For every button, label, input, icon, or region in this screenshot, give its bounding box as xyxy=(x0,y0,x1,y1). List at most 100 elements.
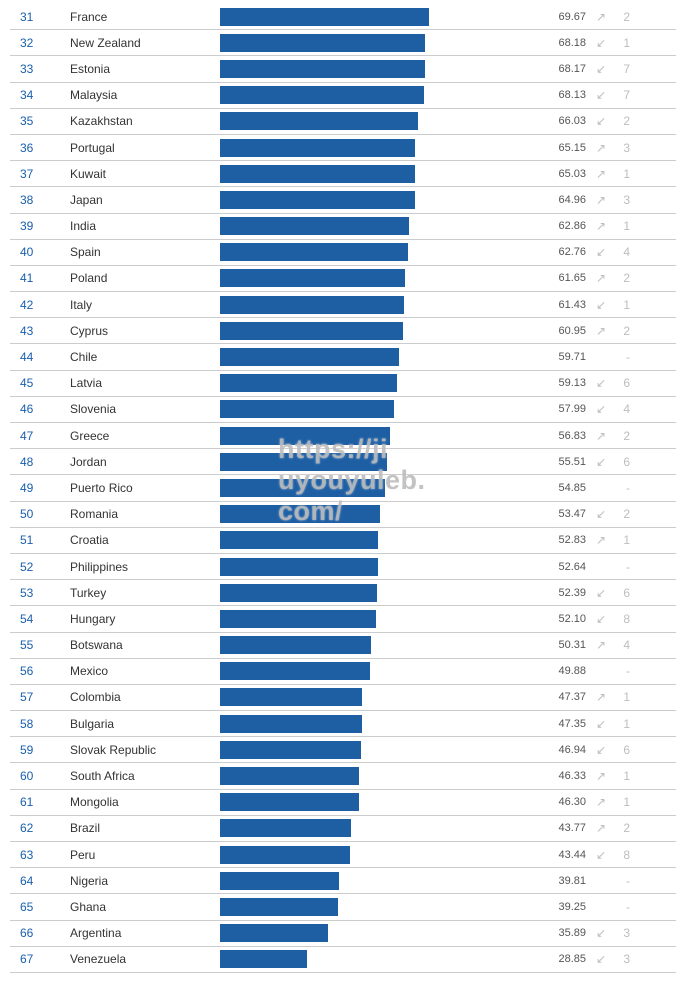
bar-cell xyxy=(220,662,462,680)
change-cell: 2 xyxy=(610,507,636,521)
rank-cell: 63 xyxy=(10,848,70,862)
score-cell: 62.86 xyxy=(462,220,592,232)
bar xyxy=(220,348,399,366)
country-cell: Bulgaria xyxy=(70,717,220,731)
bar xyxy=(220,610,376,628)
country-cell: Mexico xyxy=(70,664,220,678)
bar xyxy=(220,400,394,418)
score-cell: 52.10 xyxy=(462,613,592,625)
bar xyxy=(220,427,390,445)
bar-cell xyxy=(220,793,462,811)
country-cell: Latvia xyxy=(70,376,220,390)
arrow-down-icon: ↙ xyxy=(592,245,610,259)
arrow-up-icon: ↗ xyxy=(592,193,610,207)
country-cell: Turkey xyxy=(70,586,220,600)
bar xyxy=(220,217,409,235)
arrow-down-icon: ↙ xyxy=(592,36,610,50)
score-cell: 54.85 xyxy=(462,482,592,494)
arrow-up-icon: ↗ xyxy=(592,219,610,233)
country-cell: Estonia xyxy=(70,62,220,76)
change-cell: 4 xyxy=(610,638,636,652)
table-row: 63Peru43.44↙8 xyxy=(10,842,676,868)
score-cell: 59.71 xyxy=(462,351,592,363)
bar xyxy=(220,191,415,209)
rank-cell: 39 xyxy=(10,219,70,233)
change-cell: 1 xyxy=(610,690,636,704)
arrow-down-icon: ↙ xyxy=(592,612,610,626)
bar-cell xyxy=(220,217,462,235)
bar xyxy=(220,636,371,654)
country-cell: Brazil xyxy=(70,821,220,835)
score-cell: 56.83 xyxy=(462,430,592,442)
change-cell: 1 xyxy=(610,219,636,233)
rank-cell: 50 xyxy=(10,507,70,521)
country-cell: Venezuela xyxy=(70,952,220,966)
rank-cell: 65 xyxy=(10,900,70,914)
rank-cell: 64 xyxy=(10,874,70,888)
arrow-up-icon: ↗ xyxy=(592,533,610,547)
bar xyxy=(220,34,425,52)
bar xyxy=(220,741,361,759)
arrow-up-icon: ↗ xyxy=(592,167,610,181)
rank-cell: 41 xyxy=(10,271,70,285)
bar-cell xyxy=(220,715,462,733)
country-cell: Ghana xyxy=(70,900,220,914)
bar-cell xyxy=(220,269,462,287)
table-row: 55Botswana50.31↗4 xyxy=(10,633,676,659)
table-row: 32New Zealand68.18↙1 xyxy=(10,30,676,56)
table-row: 64Nigeria39.81- xyxy=(10,868,676,894)
bar-cell xyxy=(220,86,462,104)
score-cell: 55.51 xyxy=(462,456,592,468)
arrow-down-icon: ↙ xyxy=(592,926,610,940)
score-cell: 50.31 xyxy=(462,639,592,651)
table-row: 58Bulgaria47.35↙1 xyxy=(10,711,676,737)
bar xyxy=(220,374,397,392)
bar xyxy=(220,898,338,916)
arrow-down-icon: ↙ xyxy=(592,507,610,521)
score-cell: 62.76 xyxy=(462,246,592,258)
bar-cell xyxy=(220,374,462,392)
country-cell: Puerto Rico xyxy=(70,481,220,495)
change-cell: 1 xyxy=(610,167,636,181)
change-cell: 7 xyxy=(610,62,636,76)
change-cell: - xyxy=(610,664,636,678)
rank-cell: 37 xyxy=(10,167,70,181)
bar-cell xyxy=(220,191,462,209)
bar xyxy=(220,112,418,130)
bar xyxy=(220,322,403,340)
score-cell: 47.37 xyxy=(462,691,592,703)
arrow-down-icon: ↙ xyxy=(592,402,610,416)
rank-cell: 54 xyxy=(10,612,70,626)
table-row: 52Philippines52.64- xyxy=(10,554,676,580)
bar-cell xyxy=(220,34,462,52)
change-cell: 1 xyxy=(610,36,636,50)
country-cell: Philippines xyxy=(70,560,220,574)
score-cell: 64.96 xyxy=(462,194,592,206)
change-cell: 3 xyxy=(610,141,636,155)
rank-cell: 38 xyxy=(10,193,70,207)
table-row: 50Romania53.47↙2 xyxy=(10,502,676,528)
country-cell: Botswana xyxy=(70,638,220,652)
table-row: 34Malaysia68.13↙7 xyxy=(10,83,676,109)
score-cell: 69.67 xyxy=(462,11,592,23)
arrow-down-icon: ↙ xyxy=(592,743,610,757)
bar-cell xyxy=(220,400,462,418)
country-cell: France xyxy=(70,10,220,24)
table-row: 56Mexico49.88- xyxy=(10,659,676,685)
change-cell: 1 xyxy=(610,298,636,312)
score-cell: 52.64 xyxy=(462,561,592,573)
arrow-up-icon: ↗ xyxy=(592,429,610,443)
bar xyxy=(220,872,339,890)
rank-cell: 60 xyxy=(10,769,70,783)
table-row: 45Latvia59.13↙6 xyxy=(10,371,676,397)
change-cell: 6 xyxy=(610,376,636,390)
change-cell: 1 xyxy=(610,769,636,783)
table-row: 47Greece56.83↗2 xyxy=(10,423,676,449)
table-row: 39India62.86↗1 xyxy=(10,214,676,240)
change-cell: 8 xyxy=(610,612,636,626)
change-cell: 8 xyxy=(610,848,636,862)
rank-cell: 40 xyxy=(10,245,70,259)
change-cell: - xyxy=(610,350,636,364)
bar-cell xyxy=(220,348,462,366)
bar xyxy=(220,243,408,261)
